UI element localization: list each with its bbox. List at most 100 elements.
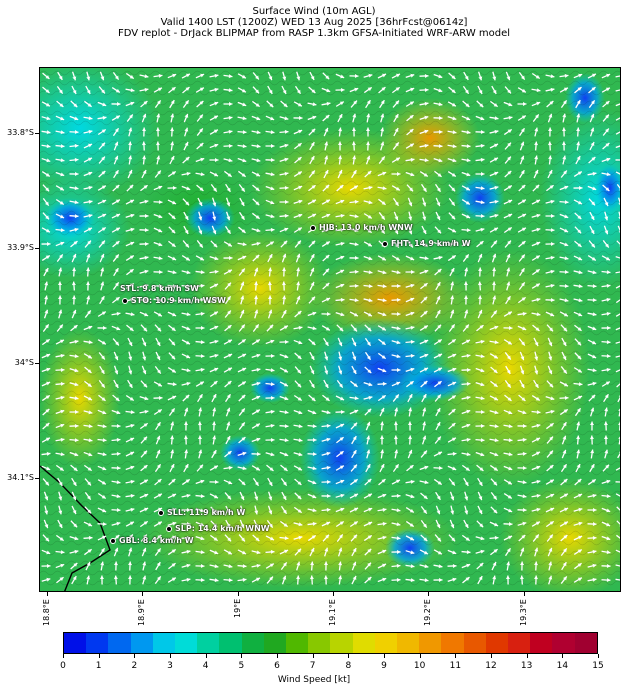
wind-vector-head — [465, 577, 470, 581]
wind-vector-head — [74, 157, 79, 162]
wind-vector-head — [115, 241, 120, 245]
wind-vector-head — [351, 127, 356, 132]
wind-vector-head — [451, 339, 456, 344]
wind-vector-head — [507, 170, 512, 175]
wind-vector-head — [424, 256, 429, 261]
wind-vector-head — [228, 255, 233, 260]
wind-vector-head — [381, 156, 385, 161]
station-stl-label: STL: 9.8 km/h SW — [120, 284, 199, 293]
wind-vector-head — [381, 201, 386, 205]
wind-vector-head — [129, 283, 134, 288]
wind-vector-head — [564, 256, 569, 261]
wind-vector-head — [198, 449, 203, 454]
wind-vector-head — [242, 466, 247, 471]
wind-vector-head — [312, 508, 317, 513]
wind-vector-head — [437, 394, 441, 399]
wind-vector-head — [380, 421, 385, 426]
wind-vector-head — [438, 144, 443, 149]
wind-vector-head — [156, 341, 161, 346]
station-gbl-label: GBL: 8.4 km/h W — [119, 536, 194, 545]
wind-vector-head — [352, 342, 357, 347]
wind-vector-head — [270, 395, 275, 400]
wind-vector-head — [158, 228, 163, 233]
wind-vector-head — [171, 229, 176, 234]
wind-vector-head — [410, 73, 415, 78]
wind-vector-head — [381, 341, 386, 345]
wind-vector-head — [493, 157, 498, 162]
wind-vector-head — [564, 298, 569, 303]
wind-vector-head — [590, 229, 595, 234]
colorbar-tick-label: 5 — [238, 661, 245, 671]
wind-vector-head — [297, 143, 302, 147]
wind-vector-head — [536, 213, 541, 218]
wind-vector-head — [368, 507, 373, 512]
wind-vector-head — [452, 466, 457, 471]
wind-vector-head — [116, 508, 121, 513]
wind-vector-head — [549, 327, 553, 332]
wind-vector-head — [214, 143, 219, 148]
wind-vector-head — [507, 311, 512, 316]
wind-vector-head — [241, 88, 246, 93]
wind-vector-head — [410, 256, 415, 261]
wind-vector-head — [284, 339, 289, 344]
wind-vector-head — [452, 367, 457, 372]
wind-vector-head — [130, 465, 135, 470]
wind-vector-head — [536, 507, 541, 512]
wind-vector-head — [268, 523, 273, 528]
wind-vector-head — [114, 282, 119, 287]
wind-vector-head — [241, 481, 246, 486]
wind-vector-head — [382, 284, 387, 289]
wind-vector-head — [465, 339, 471, 344]
wind-vector-head — [184, 449, 189, 454]
wind-vector-head — [115, 199, 120, 204]
wind-vector-head — [172, 284, 177, 289]
wind-vector-head — [142, 370, 147, 375]
wind-vector-head — [396, 577, 401, 582]
wind-vector-head — [534, 547, 539, 552]
wind-vector-head — [157, 327, 162, 332]
wind-vector-head — [604, 202, 609, 207]
wind-vector-head — [212, 202, 217, 207]
wind-vector-head — [129, 534, 133, 539]
colorbar-tick-mark — [491, 654, 492, 658]
wind-vector-head — [214, 578, 219, 583]
wind-vector-head — [618, 421, 620, 425]
wind-vector-head — [451, 481, 455, 486]
wind-vector-head — [550, 396, 555, 401]
wind-vector-head — [562, 422, 567, 427]
wind-vector-head — [142, 155, 147, 160]
wind-vector-head — [326, 227, 331, 232]
colorbar-segment — [508, 633, 531, 653]
wind-vector-head — [436, 202, 441, 207]
wind-vector-head — [74, 200, 79, 205]
wind-vector-head — [87, 227, 92, 232]
wind-vector-head — [620, 256, 621, 260]
wind-vector-head — [199, 142, 204, 147]
wind-vector-head — [60, 381, 65, 386]
wind-vector-head — [577, 341, 582, 346]
wind-vector-head — [156, 155, 161, 160]
wind-vector-head — [340, 227, 345, 232]
wind-vector-head — [143, 479, 148, 484]
wind-vector-head — [592, 186, 597, 191]
wind-vector-head — [339, 184, 344, 189]
wind-vector-head — [254, 295, 259, 300]
wind-vector-head — [157, 409, 162, 414]
wind-vector-head — [186, 535, 191, 540]
wind-vector-head — [591, 73, 596, 78]
wind-vector-head — [337, 141, 342, 146]
wind-vector-head — [310, 355, 315, 360]
wind-vector-head — [87, 310, 91, 315]
wind-vector-head — [550, 507, 555, 512]
wind-vector-head — [438, 158, 443, 163]
wind-vector-head — [46, 353, 51, 358]
wind-vector-head — [240, 295, 245, 300]
wind-vector-head — [620, 326, 621, 330]
wind-vector-head — [296, 89, 301, 94]
wind-vector-head — [536, 101, 541, 106]
wind-vector-head — [410, 269, 415, 274]
wind-vector — [618, 408, 620, 417]
wind-vector-head — [352, 113, 357, 118]
wind-vector-head — [241, 74, 246, 79]
wind-vector-head — [367, 242, 372, 247]
